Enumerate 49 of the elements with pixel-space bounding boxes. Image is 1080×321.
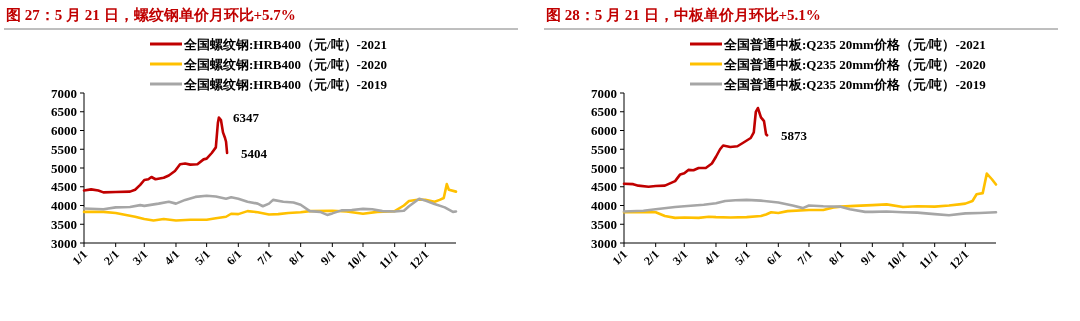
annotation: 6347 (232, 110, 260, 126)
legend-label: 全国螺纹钢:HRB400（元/吨）-2020 (183, 56, 387, 72)
y-tick-label: 5000 (51, 160, 77, 176)
y-tick-label: 3500 (591, 216, 617, 232)
legend-label: 全国螺纹钢:HRB400（元/吨）-2021 (183, 36, 387, 52)
legend-label: 全国普通中板:Q235 20mm价格（元/吨）-2020 (723, 56, 986, 72)
legend-label: 全国螺纹钢:HRB400（元/吨）-2019 (183, 76, 388, 92)
y-tick-label: 3500 (51, 216, 77, 232)
x-tick-label: 12/1 (406, 247, 432, 273)
y-tick-label: 5500 (591, 141, 617, 157)
legend-label: 全国普通中板:Q235 20mm价格（元/吨）-2019 (723, 76, 987, 92)
x-tick-label: 2/1 (101, 247, 122, 268)
y-tick-label: 4500 (591, 179, 617, 195)
x-tick-label: 2/1 (641, 247, 662, 268)
y-tick-label: 7000 (591, 85, 617, 101)
x-tick-label: 6/1 (763, 247, 785, 268)
x-tick-label: 8/1 (826, 247, 847, 268)
annotation: 5404 (241, 145, 268, 161)
y-tick-label: 7000 (51, 85, 77, 101)
x-tick-label: 9/1 (857, 247, 879, 268)
x-tick-label: 10/1 (884, 247, 910, 273)
x-tick-label: 11/1 (376, 247, 401, 272)
x-tick-label: 3/1 (129, 247, 151, 268)
chart-title: 图 28：5 月 21 日，中板单价月环比+5.1% (546, 7, 821, 23)
y-tick-label: 5000 (591, 160, 617, 176)
x-tick-label: 10/1 (344, 247, 370, 273)
y-tick-label: 6500 (591, 104, 617, 120)
y-tick-label: 5500 (51, 141, 77, 157)
chart-title: 图 27：5 月 21 日，螺纹钢单价月环比+5.7% (6, 7, 296, 23)
x-tick-label: 3/1 (669, 247, 691, 268)
x-tick-label: 9/1 (317, 247, 339, 268)
x-tick-label: 7/1 (254, 247, 276, 268)
y-tick-label: 4500 (51, 179, 77, 195)
x-tick-label: 8/1 (286, 247, 307, 268)
x-tick-label: 4/1 (161, 247, 183, 268)
y-tick-label: 4000 (51, 198, 77, 213)
y-tick-label: 6500 (51, 104, 77, 120)
y-tick-label: 4000 (591, 198, 617, 213)
x-tick-label: 4/1 (701, 247, 723, 268)
x-tick-label: 5/1 (732, 247, 753, 268)
x-tick-label: 11/1 (916, 247, 941, 272)
x-tick-label: 5/1 (192, 247, 213, 268)
annotation: 5873 (781, 128, 808, 144)
x-tick-label: 12/1 (946, 247, 972, 273)
y-tick-label: 6000 (591, 123, 617, 138)
y-tick-label: 6000 (51, 123, 77, 138)
x-tick-label: 6/1 (223, 247, 245, 268)
legend-label: 全国普通中板:Q235 20mm价格（元/吨）-2021 (723, 36, 986, 52)
x-tick-label: 7/1 (794, 247, 816, 268)
